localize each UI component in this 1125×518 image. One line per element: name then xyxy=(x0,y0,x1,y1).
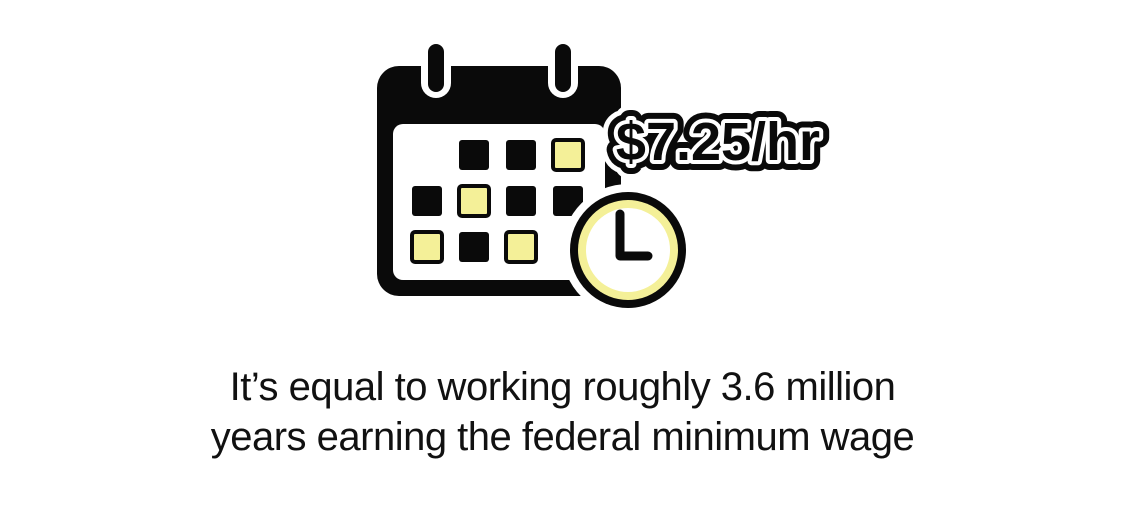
price-badge-border: $7.25/hr xyxy=(616,112,820,172)
calendar-day-highlighted xyxy=(504,230,538,264)
price-badge-label: $7.25/hr xyxy=(616,112,820,172)
calendar-day xyxy=(412,186,442,216)
clock-icon xyxy=(562,184,694,316)
calendar-day xyxy=(459,140,489,170)
price-badge-inner: $7.25/hr xyxy=(616,112,820,172)
calendar-day xyxy=(506,186,536,216)
calendar-icon xyxy=(377,38,621,296)
calendar-day xyxy=(553,186,583,216)
caption-line-1: It’s equal to working roughly 3.6 millio… xyxy=(229,365,896,409)
price-badge: $7.25/hr $7.25/hr $7.25/hr $7.25/hr xyxy=(601,97,835,187)
illustration: $7.25/hr $7.25/hr $7.25/hr $7.25/hr xyxy=(377,38,835,316)
calendar-day-highlighted xyxy=(551,138,585,172)
caption: It’s equal to working roughly 3.6 millio… xyxy=(0,362,1125,462)
calendar-day xyxy=(506,140,536,170)
calendar-day-highlighted xyxy=(410,230,444,264)
calendar-day-highlighted xyxy=(457,184,491,218)
calendar-day xyxy=(459,232,489,262)
caption-line-2: years earning the federal minimum wage xyxy=(210,415,915,459)
